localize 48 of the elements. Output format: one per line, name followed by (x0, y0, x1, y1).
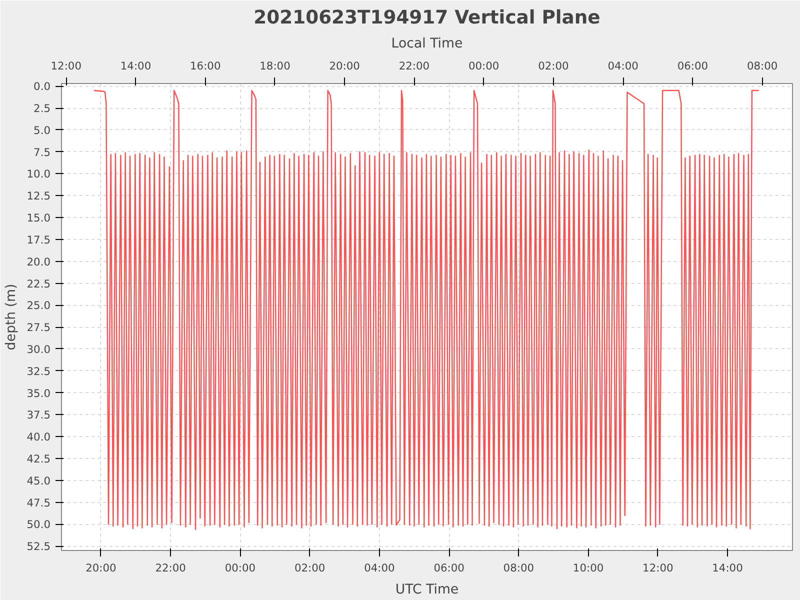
y-tick-label: 12.5 (26, 190, 51, 203)
y-tick-label: 5.0 (34, 124, 51, 137)
x-tick-label: 08:00 (503, 562, 534, 574)
chart-title: 20210623T194917 Vertical Plane (254, 8, 600, 28)
y-tick-label: 15.0 (26, 212, 51, 225)
y-tick-label: 37.5 (26, 408, 51, 422)
x-tick-label: 20:00 (86, 562, 117, 574)
x2-tick-label: 00:00 (468, 60, 500, 72)
y-tick-label: 40.0 (26, 430, 51, 444)
x-tick-label: 12:00 (642, 562, 674, 574)
y-tick-label: 2.5 (34, 102, 51, 116)
y-tick-label: 20.0 (26, 255, 51, 268)
x-tick-label: 10:00 (572, 562, 604, 574)
x-tick-label: 04:00 (364, 562, 395, 574)
line-series (93, 90, 760, 530)
x-tick-label: 00:00 (224, 562, 256, 574)
x2-tick-label: 06:00 (677, 60, 708, 72)
y-tick-label: 50.0 (26, 518, 51, 532)
x-axis-title: UTC Time (395, 582, 459, 598)
x2-tick-label: 04:00 (608, 60, 639, 72)
y-tick-label: 47.5 (26, 496, 51, 510)
x2-tick-label: 18:00 (260, 60, 291, 72)
x-tick-label: 22:00 (155, 562, 186, 574)
y-axis-title: depth (m) (4, 284, 19, 350)
y-tick-label: 10.0 (26, 168, 51, 181)
y-tick-label: 32.5 (26, 364, 51, 378)
y-tick-label: 42.5 (26, 452, 51, 466)
y-tick-label: 25.0 (26, 299, 51, 312)
y-tick-label: 45.0 (26, 474, 51, 488)
y-tick-label: 7.5 (34, 146, 51, 159)
x2-tick-label: 12:00 (50, 60, 82, 72)
x2-tick-label: 22:00 (398, 60, 430, 72)
x2-tick-label: 16:00 (190, 60, 221, 72)
y-tick-label: 52.5 (26, 540, 51, 554)
x2-tick-label: 14:00 (120, 60, 152, 72)
x-tick-label: 14:00 (712, 562, 744, 574)
x2-axis-title: Local Time (391, 36, 463, 52)
y-tick-label: 27.5 (26, 321, 51, 334)
x2-tick-label: 02:00 (538, 60, 570, 72)
y-tick-label: 17.5 (26, 233, 51, 246)
x2-tick-label: 20:00 (329, 60, 360, 72)
y-tick-label: 22.5 (26, 277, 51, 290)
x2-tick-label: 08:00 (746, 60, 778, 72)
y-tick-label: 0.0 (34, 80, 51, 94)
x-tick-label: 06:00 (434, 562, 465, 574)
y-tick-label: 35.0 (26, 386, 51, 400)
y-tick-label: 30.0 (26, 342, 51, 356)
x-tick-label: 02:00 (294, 562, 326, 574)
